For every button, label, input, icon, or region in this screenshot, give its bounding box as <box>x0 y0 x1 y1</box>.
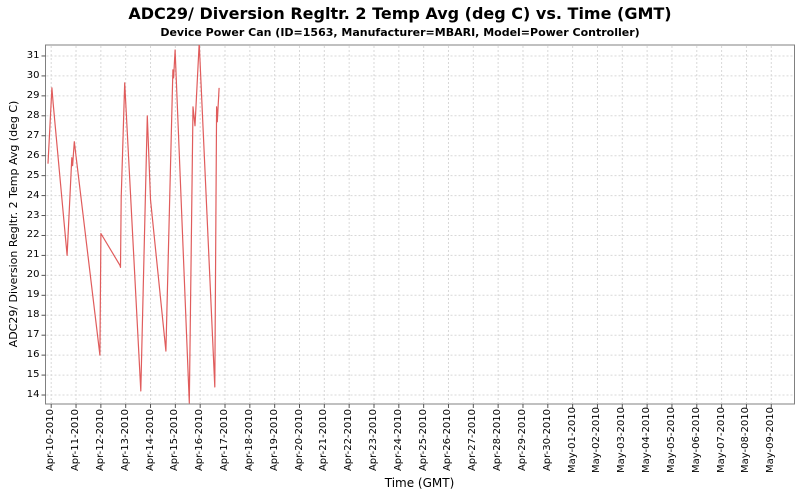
plot-border <box>45 44 795 405</box>
y-tick-label: 16 <box>26 349 40 361</box>
x-tick-label: May-01-2010 <box>566 407 578 473</box>
x-tick-label: Apr-24-2010 <box>392 408 404 472</box>
x-tick-label: Apr-26-2010 <box>442 408 454 472</box>
x-tick-label: Apr-21-2010 <box>318 408 330 472</box>
y-tick-label: 19 <box>26 289 40 301</box>
x-tick-label: Apr-15-2010 <box>169 408 181 472</box>
y-tick-label: 25 <box>26 169 40 181</box>
x-tick-label: Apr-12-2010 <box>94 408 106 472</box>
x-tick-label: May-07-2010 <box>715 407 727 473</box>
y-tick-label: 22 <box>26 229 40 241</box>
x-tick-label: Apr-16-2010 <box>194 408 206 472</box>
y-tick-label: 20 <box>26 269 40 281</box>
x-tick-label: May-02-2010 <box>591 407 603 473</box>
x-tick-label: Apr-18-2010 <box>243 408 255 472</box>
x-tick-label: Apr-29-2010 <box>516 408 528 472</box>
y-tick-label: 17 <box>26 329 40 341</box>
chart-title: ADC29/ Diversion Regltr. 2 Temp Avg (deg… <box>128 4 672 23</box>
x-tick-label: Apr-17-2010 <box>219 408 230 472</box>
x-tick-label: Apr-13-2010 <box>119 408 131 472</box>
x-tick-label: Apr-27-2010 <box>467 408 479 472</box>
chart-subtitle: Device Power Can (ID=1563, Manufacturer=… <box>160 26 640 39</box>
x-tick-label: May-04-2010 <box>641 407 653 473</box>
x-tick-label: Apr-19-2010 <box>268 408 280 472</box>
x-tick-label: May-08-2010 <box>740 407 752 473</box>
x-tick-label: Apr-20-2010 <box>293 408 305 472</box>
x-tick-label: Apr-23-2010 <box>367 408 379 472</box>
x-tick-label: Apr-28-2010 <box>492 408 504 472</box>
x-tick-label: Apr-11-2010 <box>70 408 82 472</box>
y-tick-label: 30 <box>26 69 40 81</box>
x-tick-label: May-03-2010 <box>616 407 628 473</box>
x-tick-label: Apr-14-2010 <box>144 408 156 472</box>
x-tick-label: Apr-30-2010 <box>541 408 553 472</box>
x-tick-label: Apr-22-2010 <box>343 408 355 472</box>
y-tick-label: 21 <box>26 249 40 261</box>
y-tick-label: 31 <box>26 49 40 61</box>
y-tick-label: 14 <box>26 389 40 401</box>
y-tick-label: 24 <box>26 189 40 201</box>
x-tick-label: May-09-2010 <box>765 407 777 473</box>
y-tick-label: 29 <box>26 89 40 101</box>
y-tick-label: 15 <box>26 369 40 381</box>
y-tick-label: 23 <box>26 209 40 221</box>
y-tick-label: 26 <box>26 149 40 161</box>
y-tick-label: 18 <box>26 309 40 321</box>
temp-series-line <box>47 45 220 404</box>
y-tick-label: 28 <box>26 109 40 121</box>
x-tick-label: Apr-10-2010 <box>45 408 57 472</box>
y-tick-label: 27 <box>26 129 40 141</box>
x-tick-label: May-05-2010 <box>665 407 677 473</box>
x-tick-label: Apr-25-2010 <box>417 408 429 472</box>
x-tick-label: May-06-2010 <box>690 407 702 473</box>
x-axis-label: Time (GMT) <box>384 476 455 490</box>
